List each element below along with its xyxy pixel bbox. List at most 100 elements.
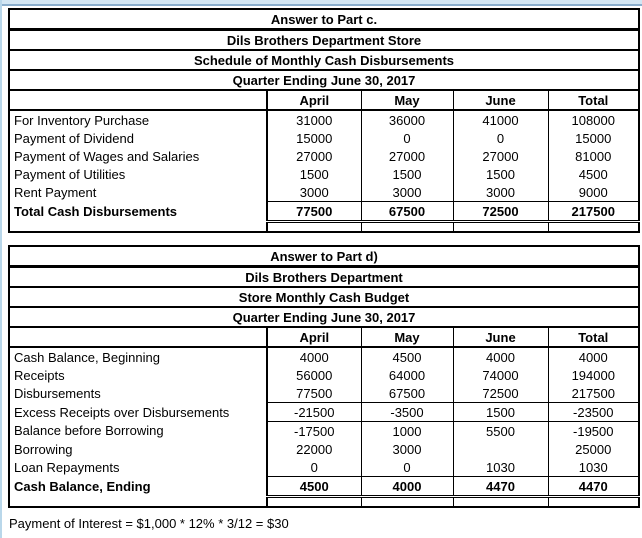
cell-value: 25000: [548, 440, 640, 458]
cell-value: 72500: [453, 384, 549, 403]
cell-value: 72500: [453, 201, 549, 223]
table2-spacer-row: [9, 496, 640, 507]
cell-value: 3000: [453, 183, 549, 202]
cell-value: 27000: [453, 147, 549, 165]
cell-value: 4000: [267, 347, 362, 366]
table2-excess-row: Excess Receipts over Disbursements -2150…: [9, 402, 640, 422]
spacer-cell: [267, 496, 362, 507]
cell-value: 194000: [548, 366, 640, 384]
table1-company-name: Dils Brothers Department Store: [9, 29, 639, 51]
table1-title-row-1: Answer to Part c.: [9, 9, 639, 31]
row-label: Borrowing: [9, 440, 268, 458]
cell-value: 27000: [361, 147, 454, 165]
worksheet-area: Answer to Part c. Dils Brothers Departme…: [8, 8, 641, 531]
cell-value: 0: [453, 129, 549, 147]
row-label: Balance before Borrowing: [9, 421, 268, 440]
cell-value: 1500: [453, 402, 549, 422]
cell-value: -21500: [267, 402, 362, 422]
col-header-june: June: [453, 327, 549, 348]
spacer-cell: [453, 496, 549, 507]
cell-value: 41000: [453, 110, 549, 129]
table-row: Receipts 56000 64000 74000 194000: [9, 366, 640, 384]
cell-value: 217500: [548, 201, 640, 223]
table-row: Rent Payment 3000 3000 3000 9000: [9, 183, 640, 202]
spacer-cell: [361, 496, 454, 507]
spacer-cell: [548, 221, 640, 232]
cell-value: 4500: [361, 347, 454, 366]
table1-title-row-4: Quarter Ending June 30, 2017: [9, 70, 639, 91]
table-row: Disbursements 77500 67500 72500 217500: [9, 384, 640, 403]
col-header-april: April: [267, 90, 362, 111]
table1-header-row: April May June Total: [9, 90, 640, 111]
table1-answer-title: Answer to Part c.: [9, 9, 639, 31]
cell-value: 15000: [548, 129, 640, 147]
cell-value: 1030: [548, 458, 640, 477]
cell-value: 217500: [548, 384, 640, 403]
cash-disbursements-table: Answer to Part c. Dils Brothers Departme…: [8, 8, 640, 233]
col-header-april: April: [267, 327, 362, 348]
spacer-cell: [267, 221, 362, 232]
row-label: Payment of Dividend: [9, 129, 268, 147]
cell-value: -3500: [361, 402, 454, 422]
cell-value: 9000: [548, 183, 640, 202]
cell-value: -17500: [267, 421, 362, 440]
cell-value: 56000: [267, 366, 362, 384]
cell-value: 67500: [361, 384, 454, 403]
col-header-may: May: [361, 90, 454, 111]
window-top-edge-bar: [0, 0, 642, 6]
cell-value: 3000: [361, 183, 454, 202]
spacer-cell: [9, 221, 268, 232]
window-left-edge-line: [0, 0, 2, 538]
spacer-cell: [361, 221, 454, 232]
table2-total-row: Cash Balance, Ending 4500 4000 4470 4470: [9, 476, 640, 498]
table2-schedule-name: Store Monthly Cash Budget: [9, 287, 640, 308]
cell-value: 77500: [267, 201, 362, 223]
cell-value: -23500: [548, 402, 640, 422]
header-spacer-cell: [9, 327, 268, 348]
table2-answer-title: Answer to Part d): [9, 246, 640, 268]
cell-value: 64000: [361, 366, 454, 384]
cell-value: 5500: [453, 421, 549, 440]
cell-value: 1030: [453, 458, 549, 477]
cell-value: 4000: [453, 347, 549, 366]
cell-value: 3000: [267, 183, 362, 202]
col-header-total: Total: [548, 90, 640, 111]
row-label: Loan Repayments: [9, 458, 268, 477]
interest-calculation-note: Payment of Interest = $1,000 * 12% * 3/1…: [9, 516, 289, 531]
cell-value: 4500: [548, 165, 640, 183]
cell-value: -19500: [548, 421, 640, 440]
table1-period: Quarter Ending June 30, 2017: [9, 70, 639, 91]
row-label: Payment of Utilities: [9, 165, 268, 183]
table-row: Loan Repayments 0 0 1030 1030: [9, 458, 640, 477]
table2-title-row-2: Dils Brothers Department: [9, 266, 640, 288]
table-row: Payment of Wages and Salaries 27000 2700…: [9, 147, 640, 165]
table1-spacer-row: [9, 221, 640, 232]
cell-value: 27000: [267, 147, 362, 165]
table2-balance-row: Balance before Borrowing -17500 1000 550…: [9, 421, 640, 440]
cell-value: 67500: [361, 201, 454, 223]
spacer-cell: [453, 221, 549, 232]
cell-value: 4000: [548, 347, 640, 366]
table1-title-row-2: Dils Brothers Department Store: [9, 29, 639, 51]
table-row: Borrowing 22000 3000 25000: [9, 440, 640, 458]
cell-value: 77500: [267, 384, 362, 403]
cell-value: 0: [361, 458, 454, 477]
cell-value: 15000: [267, 129, 362, 147]
cell-value: 108000: [548, 110, 640, 129]
col-header-june: June: [453, 90, 549, 111]
cell-value: 81000: [548, 147, 640, 165]
cell-value: 4470: [453, 476, 549, 498]
cell-value: [453, 440, 549, 458]
table2-title-row-3: Store Monthly Cash Budget: [9, 287, 640, 308]
cell-value: 1000: [361, 421, 454, 440]
row-label: Disbursements: [9, 384, 268, 403]
spacer-cell: [548, 496, 640, 507]
row-label: For Inventory Purchase: [9, 110, 268, 129]
cell-value: 4000: [361, 476, 454, 498]
cell-value: 1500: [267, 165, 362, 183]
cell-value: 4500: [267, 476, 362, 498]
cell-value: 4470: [548, 476, 640, 498]
col-header-total: Total: [548, 327, 640, 348]
cell-value: 1500: [361, 165, 454, 183]
col-header-may: May: [361, 327, 454, 348]
